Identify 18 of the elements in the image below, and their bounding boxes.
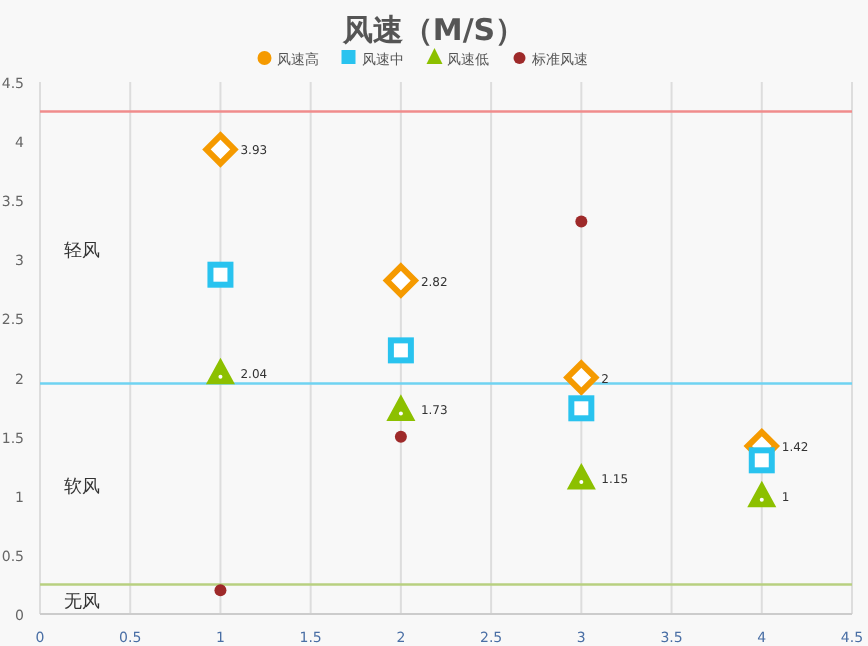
point: [387, 395, 415, 421]
point: [567, 464, 595, 490]
annotation: 软风: [64, 475, 100, 498]
point: [568, 395, 595, 422]
point: [575, 215, 588, 228]
point: [394, 430, 407, 443]
point: [564, 360, 599, 395]
annotation: 无风: [64, 591, 100, 614]
point: [383, 263, 418, 298]
point: [387, 337, 414, 364]
annotation: 轻风: [64, 239, 100, 262]
point: [214, 584, 227, 597]
chart-title: 风速（M/S）: [340, 12, 526, 48]
point: [748, 482, 776, 508]
point: [207, 261, 234, 288]
point: [748, 447, 775, 474]
point: [206, 359, 234, 385]
point: [203, 132, 238, 167]
